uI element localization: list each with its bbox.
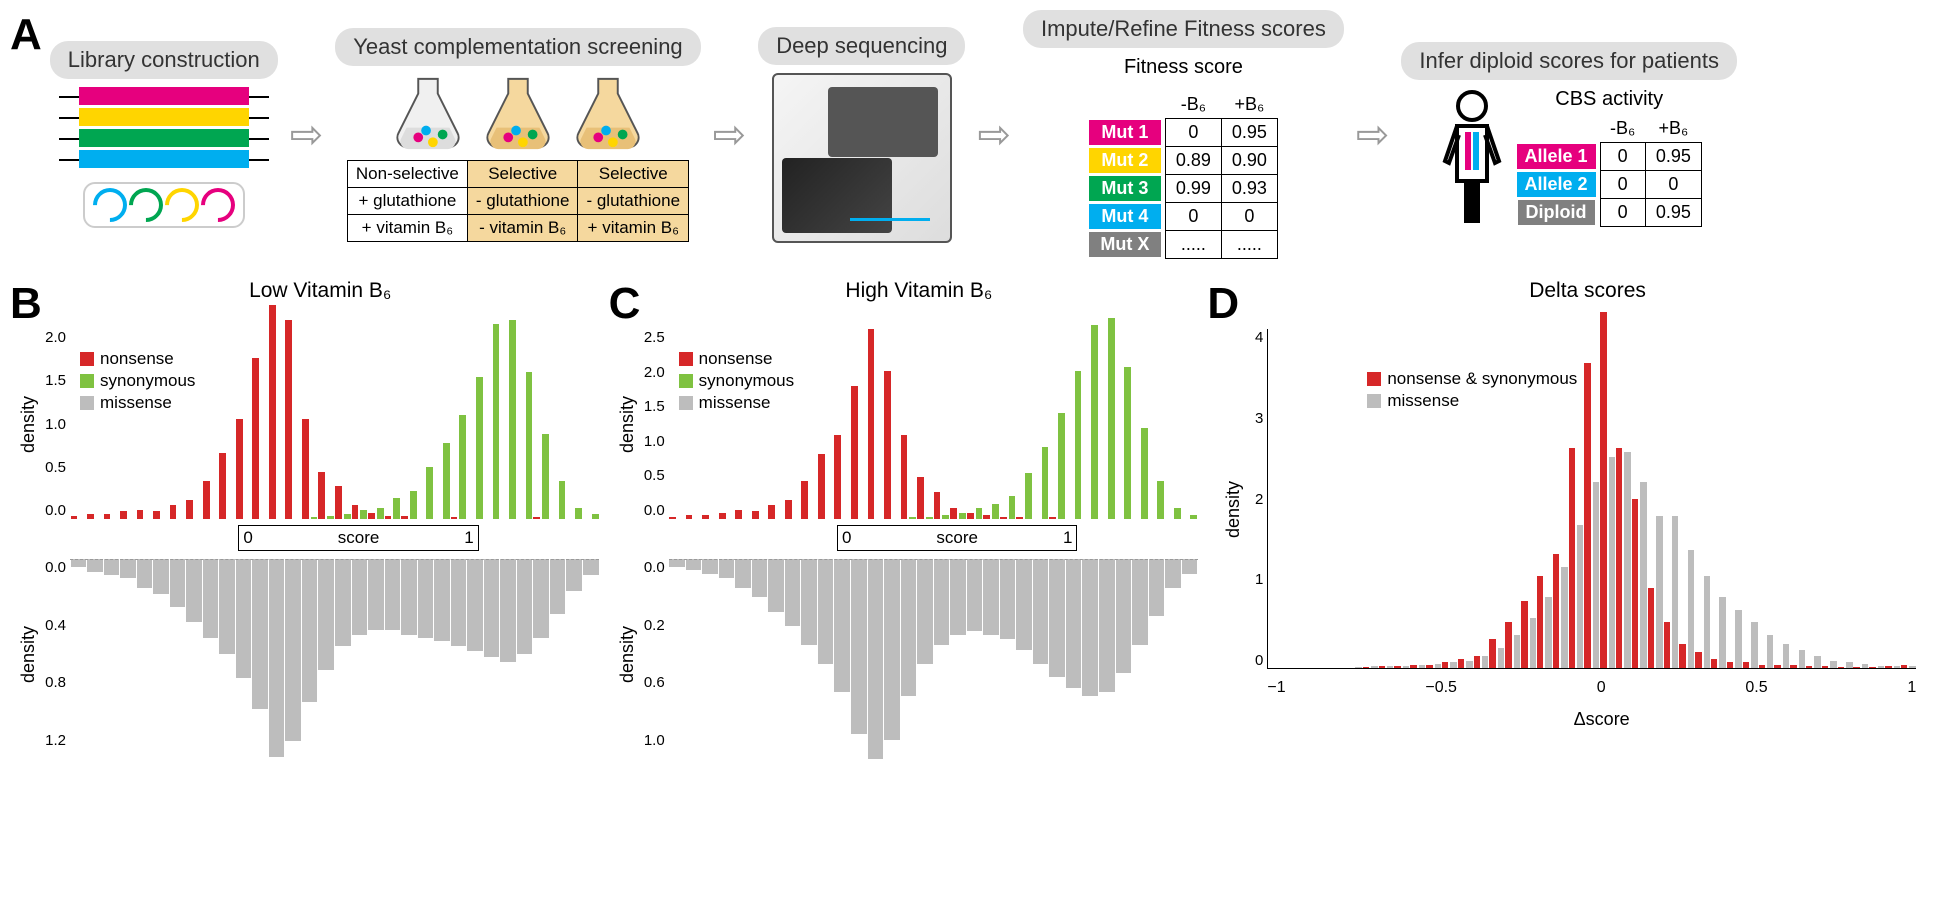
- value-cell: 0: [1165, 203, 1221, 231]
- x-tick: 0.5: [1745, 679, 1767, 697]
- condition-cell: - glutathione: [578, 187, 689, 214]
- step-title: Library construction: [50, 41, 278, 79]
- arrow-icon: ⇨: [290, 112, 324, 158]
- flask-icon: [569, 74, 647, 152]
- workflow: Library construction ⇨ Yeast complementa…: [50, 10, 1936, 259]
- value-cell: 0: [1600, 143, 1645, 171]
- conditions-table: Non-selectiveSelectiveSelective+ glutath…: [347, 160, 689, 242]
- step-title: Impute/Refine Fitness scores: [1023, 10, 1344, 48]
- person-icon: [1437, 88, 1507, 228]
- step-diploid: Infer diploid scores for patients CBS ac…: [1401, 42, 1737, 228]
- arrow-icon: ⇨: [1356, 112, 1390, 158]
- value-cell: 0: [1645, 171, 1701, 199]
- library-icon: [79, 87, 249, 168]
- value-cell: 0.95: [1645, 143, 1701, 171]
- col-header: -B₆: [1165, 91, 1221, 119]
- panel-b-chart: 2.01.51.00.50.00.00.40.81.2densitydensit…: [70, 329, 599, 749]
- flask-row: [389, 74, 647, 152]
- x-tick: 0: [1597, 679, 1606, 697]
- score-range-box: 0score1: [238, 525, 478, 551]
- x-tick: −1: [1267, 679, 1285, 697]
- panel-c-title: High Vitamin B₆: [640, 279, 1197, 303]
- bottom-panels: B Low Vitamin B₆ 2.01.51.00.50.00.00.40.…: [10, 279, 1936, 749]
- col-header: +B₆: [1221, 91, 1277, 119]
- y-axis-label: density: [18, 626, 39, 683]
- mutation-label: Allele 1: [1517, 144, 1596, 169]
- legend-label: synonymous: [699, 371, 794, 391]
- flask-icon: [479, 74, 557, 152]
- legend-label: nonsense & synonymous: [1387, 369, 1577, 389]
- arrow-icon: ⇨: [713, 112, 747, 158]
- flask-icon: [389, 74, 467, 152]
- value-cell: .....: [1165, 231, 1221, 259]
- fitness-table: -B₆+B₆Mut 100.95Mut 20.890.90Mut 30.990.…: [1089, 91, 1278, 259]
- col-header: -B₆: [1600, 115, 1645, 143]
- fitness-score-title: Fitness score: [1124, 56, 1243, 79]
- step-sequencing: Deep sequencing: [758, 27, 965, 243]
- sequencer-icon: [772, 73, 952, 243]
- x-axis-label: Δscore: [1267, 709, 1936, 730]
- step-title: Deep sequencing: [758, 27, 965, 65]
- legend-label: nonsense: [100, 349, 174, 369]
- panel-b-label: B: [10, 279, 42, 329]
- value-cell: 0: [1165, 119, 1221, 147]
- mutation-label: Mut 2: [1089, 148, 1161, 173]
- condition-header: Selective: [467, 160, 578, 187]
- step-library: Library construction: [50, 41, 278, 228]
- legend-label: missense: [1387, 391, 1459, 411]
- x-tick: −0.5: [1425, 679, 1457, 697]
- value-cell: 0.95: [1645, 199, 1701, 227]
- panel-a-label: A: [10, 10, 42, 60]
- plasmid-icons: [83, 182, 245, 228]
- arrow-icon: ⇨: [977, 112, 1011, 158]
- condition-cell: + glutathione: [347, 187, 467, 214]
- condition-cell: - glutathione: [467, 187, 578, 214]
- condition-cell: + vitamin B₆: [347, 214, 467, 241]
- legend-label: missense: [100, 393, 172, 413]
- condition-cell: + vitamin B₆: [578, 214, 689, 241]
- col-header: +B₆: [1645, 115, 1701, 143]
- panel-d-title: Delta scores: [1239, 279, 1936, 303]
- value-cell: 0: [1600, 199, 1645, 227]
- panel-c-chart: 2.52.01.51.00.50.00.00.20.61.0densityden…: [669, 329, 1198, 749]
- mutation-label: Diploid: [1518, 200, 1595, 225]
- value-cell: 0.93: [1221, 175, 1277, 203]
- diploid-table: -B₆+B₆Allele 100.95Allele 200Diploid00.9…: [1517, 115, 1702, 227]
- legend-label: synonymous: [100, 371, 195, 391]
- mutation-label: Mut X: [1089, 232, 1161, 257]
- legend-label: nonsense: [699, 349, 773, 369]
- step-fitness: Impute/Refine Fitness scores Fitness sco…: [1023, 10, 1344, 259]
- mutation-label: Mut 4: [1089, 204, 1161, 229]
- value-cell: 0.95: [1221, 119, 1277, 147]
- step-title: Yeast complementation screening: [335, 28, 700, 66]
- panel-b-title: Low Vitamin B₆: [42, 279, 599, 303]
- step-title: Infer diploid scores for patients: [1401, 42, 1737, 80]
- score-range-box: 0score1: [837, 525, 1077, 551]
- mutation-label: Allele 2: [1517, 172, 1596, 197]
- panel-d-label: D: [1207, 279, 1239, 329]
- value-cell: 0.90: [1221, 147, 1277, 175]
- y-axis-label: density: [617, 626, 638, 683]
- value-cell: 0: [1221, 203, 1277, 231]
- mutation-label: Mut 1: [1089, 120, 1161, 145]
- y-axis-label: density: [617, 396, 638, 453]
- legend-label: missense: [699, 393, 771, 413]
- panel-a: A Library construction ⇨: [10, 10, 1936, 259]
- value-cell: .....: [1221, 231, 1277, 259]
- value-cell: 0: [1600, 171, 1645, 199]
- condition-cell: - vitamin B₆: [467, 214, 578, 241]
- y-axis-label: density: [1223, 481, 1244, 538]
- value-cell: 0.89: [1165, 147, 1221, 175]
- value-cell: 0.99: [1165, 175, 1221, 203]
- condition-header: Selective: [578, 160, 689, 187]
- cbs-activity-title: CBS activity: [1517, 88, 1702, 111]
- mutation-label: Mut 3: [1089, 176, 1161, 201]
- step-yeast: Yeast complementation screening Non-sele…: [335, 28, 700, 242]
- panel-d-chart: 43210−1−0.500.51densitynonsense & synony…: [1267, 329, 1916, 709]
- y-axis-label: density: [18, 396, 39, 453]
- panel-c-label: C: [609, 279, 641, 329]
- x-tick: 1: [1907, 679, 1916, 697]
- condition-header: Non-selective: [347, 160, 467, 187]
